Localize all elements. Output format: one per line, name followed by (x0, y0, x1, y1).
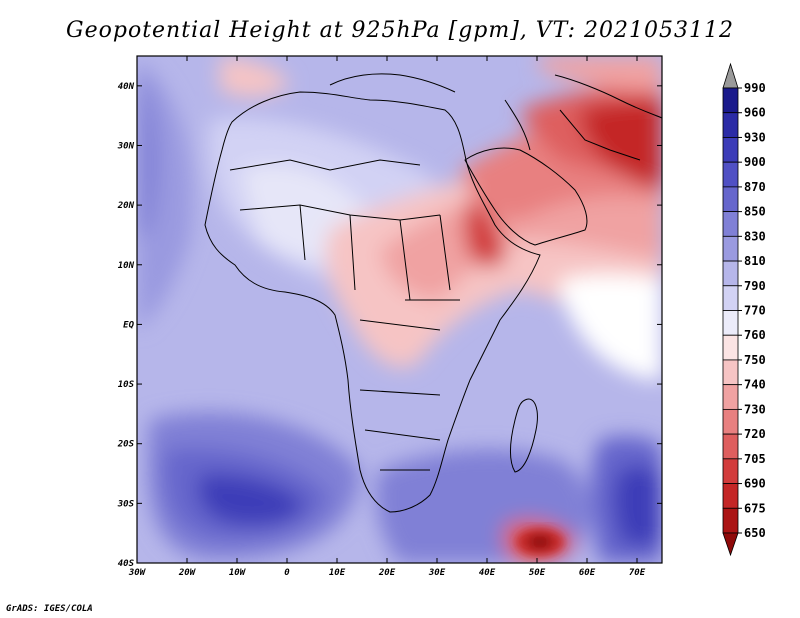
colorbar-level-label: 900 (744, 155, 766, 169)
lat-tick-label: 40N (118, 82, 135, 92)
colorbar-level-label: 740 (744, 378, 766, 392)
colorbar-level-label: 730 (744, 402, 766, 416)
colorbar-level-label: 720 (744, 427, 766, 441)
lon-tick-label: 10E (329, 568, 346, 578)
lat-tick-label: 10N (118, 261, 135, 271)
colorbar-segment (722, 161, 739, 188)
colorbar-segment (722, 384, 739, 410)
lon-tick-label: 20W (178, 568, 197, 578)
plot-frame (136, 55, 663, 564)
colorbar-segment (722, 359, 739, 386)
colorbar-segment (722, 211, 739, 237)
height-field (137, 56, 662, 563)
colorbar-level-label: 930 (744, 130, 766, 144)
colorbar-segment (722, 310, 739, 336)
colorbar-segment (722, 87, 739, 114)
lon-tick-label: 0 (284, 568, 290, 578)
colorbar-segment (722, 507, 739, 534)
lat-tick-label: 10S (118, 380, 135, 390)
lon-tick-label: 10W (229, 568, 247, 578)
lon-tick-label: 20E (378, 568, 396, 578)
credit-text: GrADS: IGES/COLA (6, 604, 93, 614)
colorbar-segment (722, 260, 739, 287)
colorbar-segment (722, 235, 739, 262)
lon-tick-label: 70E (629, 568, 646, 578)
colorbar-level-label: 850 (744, 205, 766, 219)
colorbar-level-label: 770 (744, 304, 766, 318)
colorbar-level-label: 690 (744, 477, 766, 491)
colorbar: 990 960 930 900 870 850 830 810 790 770 760 750 740 7… (722, 62, 766, 557)
colorbar-segment (722, 408, 739, 435)
colorbar-level-label: 750 (744, 353, 766, 367)
latitude-labels: 40N 30N 20N 10N EQ 10S 20S 30S 40S (117, 82, 135, 569)
lat-tick-label: 20N (117, 201, 135, 211)
map-title: Geopotential Height at 925hPa [gpm], VT:… (66, 18, 734, 43)
coastlines (204, 73, 662, 513)
lon-tick-label: 30E (428, 568, 446, 578)
axis-ticks (136, 56, 662, 564)
colorbar-segment (722, 137, 739, 163)
lat-tick-label: 30N (117, 141, 135, 151)
lat-tick-label: 20S (117, 440, 135, 450)
lon-tick-label: 40E (479, 568, 496, 578)
lon-tick-label: 30W (128, 568, 147, 578)
colorbar-level-label: 705 (744, 452, 766, 466)
colorbar-level-label: 870 (744, 180, 766, 194)
lat-tick-label: EQ (123, 320, 134, 330)
colorbar-level-label: 830 (744, 229, 766, 243)
colorbar-segment (722, 483, 739, 509)
colorbar-segment (722, 334, 739, 361)
colorbar-segment (722, 458, 739, 484)
colorbar-segment (722, 285, 739, 311)
lat-tick-label: 40S (118, 559, 135, 569)
colorbar-level-label: 760 (744, 328, 766, 342)
lat-tick-label: 30S (117, 499, 135, 509)
colorbar-segment (722, 433, 739, 460)
colorbar-segment (722, 186, 739, 213)
colorbar-level-label: 960 (744, 106, 766, 120)
colorbar-level-label: 675 (744, 501, 766, 515)
colorbar-bottom-arrow (722, 532, 739, 557)
lon-tick-label: 50E (529, 568, 546, 578)
lon-tick-label: 60E (579, 568, 596, 578)
colorbar-level-label: 790 (744, 279, 766, 293)
colorbar-level-label: 810 (744, 254, 766, 268)
colorbar-level-label: 990 (744, 81, 766, 95)
colorbar-top-arrow (722, 62, 739, 89)
colorbar-level-label: 650 (744, 526, 766, 540)
longitude-labels: 30W 20W 10W 0 10E 20E 30E 40E 50E 60E 70E (128, 568, 646, 578)
colorbar-segment (722, 112, 739, 138)
